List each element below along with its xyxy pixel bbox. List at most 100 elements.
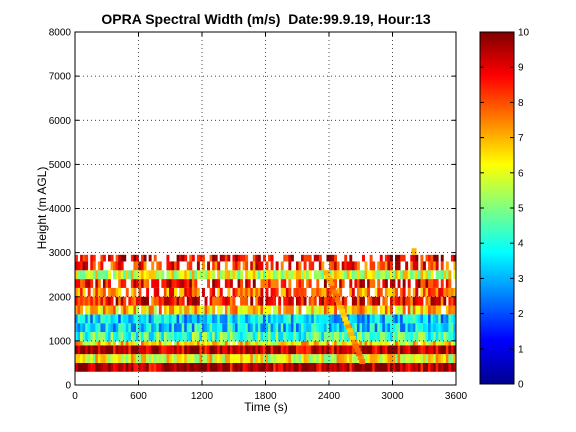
- heatmap-cell: [362, 296, 365, 306]
- heatmap-cell: [196, 261, 200, 271]
- heatmap-cell: [407, 340, 411, 346]
- heatmap-cell: [219, 270, 223, 280]
- heatmap-cell: [303, 340, 307, 346]
- heatmap-cell: [273, 345, 277, 355]
- heatmap-cell: [138, 287, 142, 297]
- heatmap-cell: [189, 305, 193, 315]
- heatmap-cell: [209, 340, 213, 346]
- heatmap-cell: [293, 323, 297, 333]
- heatmap-cell: [168, 296, 172, 306]
- heatmap-cell: [384, 354, 388, 363]
- tilted-feature-cell: [323, 270, 330, 276]
- heatmap-cell: [410, 296, 414, 306]
- heatmap-cell: [202, 362, 205, 372]
- heatmap-cell: [379, 354, 383, 363]
- heatmap-cell: [257, 340, 261, 346]
- heatmap-cell: [298, 323, 302, 333]
- heatmap-cell: [354, 270, 358, 280]
- heatmap-cell: [186, 362, 190, 372]
- heatmap-cell: [82, 332, 86, 341]
- heatmap-cell: [90, 305, 94, 315]
- heatmap-cell: [209, 345, 213, 355]
- heatmap-cell: [400, 296, 404, 306]
- heatmap-cell: [148, 362, 152, 372]
- heatmap-cell: [237, 332, 241, 341]
- heatmap-cell: [181, 323, 185, 333]
- heatmap-cell: [400, 254, 404, 262]
- heatmap-cell: [158, 362, 162, 372]
- heatmap-cell: [339, 279, 343, 288]
- heatmap-cell: [191, 314, 195, 324]
- heatmap-cell: [445, 345, 449, 355]
- heatmap-cell: [415, 345, 419, 355]
- heatmap-cell: [430, 261, 434, 271]
- heatmap-cell: [278, 340, 282, 346]
- heatmap-cell: [430, 314, 434, 324]
- heatmap-cell: [420, 279, 424, 288]
- heatmap-cell: [260, 345, 264, 355]
- heatmap-cell: [153, 323, 157, 333]
- heatmap-cell: [204, 354, 208, 363]
- heatmap-cell: [247, 270, 251, 280]
- heatmap-cell: [257, 314, 261, 324]
- heatmap-cell: [351, 323, 355, 333]
- heatmap-cell: [250, 345, 254, 355]
- heatmap-cell: [108, 354, 111, 363]
- heatmap-cell: [199, 323, 203, 333]
- heatmap-cell: [146, 323, 150, 333]
- heatmap-cell: [316, 305, 320, 315]
- heatmap-cell: [374, 340, 378, 346]
- heatmap-cell: [184, 254, 188, 262]
- heatmap-cell: [275, 323, 279, 333]
- heatmap-cell: [242, 362, 246, 372]
- heatmap-cell: [400, 287, 404, 297]
- heatmap-cell: [168, 305, 172, 315]
- colorbar-tick-label: 2: [518, 309, 524, 320]
- heatmap-cell: [156, 261, 160, 271]
- heatmap-cell: [367, 354, 371, 363]
- colorbar-tick-label: 0: [518, 380, 524, 391]
- heatmap-cell: [151, 270, 155, 280]
- heatmap-cell: [235, 362, 238, 372]
- heatmap-cell: [339, 345, 343, 355]
- heatmap-cell: [212, 362, 216, 372]
- heatmap-cell: [207, 354, 211, 363]
- heatmap-cell: [260, 354, 264, 363]
- heatmap-cell: [395, 296, 398, 306]
- heatmap-cell: [260, 296, 264, 306]
- heatmap-cell: [422, 345, 426, 355]
- heatmap-cell: [194, 323, 198, 333]
- heatmap-cell: [268, 323, 271, 333]
- heatmap-cell: [153, 354, 157, 363]
- heatmap-cell: [146, 287, 150, 297]
- heatmap-cell: [450, 323, 454, 333]
- heatmap-cell: [171, 314, 175, 324]
- heatmap-cell: [255, 323, 259, 333]
- heatmap-cell: [163, 354, 167, 363]
- heatmap-cell: [257, 287, 261, 297]
- heatmap-cell: [430, 296, 434, 306]
- heatmap-cell: [85, 254, 89, 262]
- heatmap-cell: [110, 345, 114, 355]
- heatmap-cell: [184, 279, 188, 288]
- heatmap-cell: [341, 279, 345, 288]
- heatmap-cell: [395, 332, 398, 341]
- heatmap-cell: [364, 287, 368, 297]
- heatmap-cell: [97, 362, 101, 372]
- heatmap-cell: [339, 314, 343, 324]
- heatmap-cell: [425, 279, 429, 288]
- heatmap-cell: [110, 362, 114, 372]
- heatmap-cell: [199, 305, 203, 315]
- heatmap-cell: [443, 354, 447, 363]
- heatmap-cell: [202, 261, 205, 271]
- heatmap-cell: [374, 345, 378, 355]
- heatmap-cell: [384, 362, 388, 372]
- heatmap-cell: [295, 296, 299, 306]
- heatmap-cell: [402, 287, 406, 297]
- heatmap-cell: [308, 296, 312, 306]
- heatmap-cell: [288, 270, 292, 280]
- heatmap-cell: [161, 340, 165, 346]
- heatmap-cell: [118, 362, 122, 372]
- heatmap-cell: [176, 305, 180, 315]
- heatmap-cell: [85, 362, 89, 372]
